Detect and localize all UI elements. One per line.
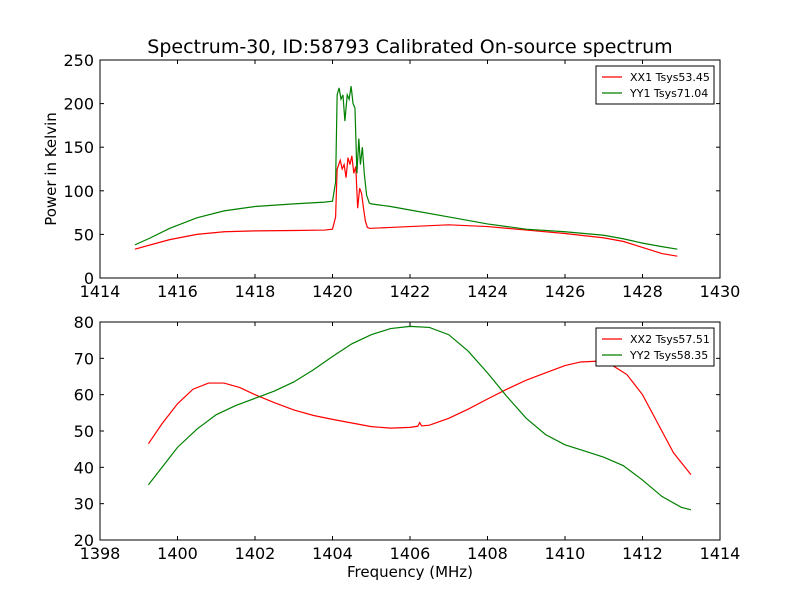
legend-box [595,327,715,367]
x-tick-label: 1398 [80,544,121,563]
plot-bottom: 1398 1400 1402 1404 1406 1408 1410 1412 1414 20 30… [74,313,741,563]
series-line-2-2 [147,325,692,511]
x-tick-label: 1418 [235,282,276,301]
y-axis-label-top: Power in Kelvin [42,112,60,226]
x-tick-label: 1412 [622,544,663,563]
x-tick-label: 1406 [390,544,431,563]
legend-label: XX1 Tsys53.45 [630,71,710,84]
x-tick-label: 1414 [80,282,121,301]
x-tick-label: 1430 [700,282,741,301]
x-tick-label: 1416 [157,282,198,301]
legend-box [595,65,715,105]
y-tick-label: 100 [63,182,94,201]
x-tick-label: 1410 [545,544,586,563]
x-axis-label-bottom: Frequency (MHz) [347,563,473,581]
x-tick-label: 1400 [157,544,198,563]
legend: XX2 Tsys57.51 YY2 Tsys58.35 [595,327,715,367]
legend-label: XX2 Tsys57.51 [630,333,710,346]
y-tick-label: 30 [74,495,94,514]
x-tick-label: 1402 [235,544,276,563]
y-tick-label: 50 [74,225,94,244]
y-tick-label: 60 [74,386,94,405]
y-tick-label: 80 [74,313,94,332]
y-tick-label: 250 [63,51,94,70]
y-tick-label: 40 [74,458,94,477]
x-tick-label: 1428 [622,282,663,301]
x-tick-label: 1422 [390,282,431,301]
y-tick-label: 150 [63,138,94,157]
series-line-1-2 [134,86,678,250]
x-tick-label: 1414 [700,544,741,563]
y-tick-label: 200 [63,95,94,114]
y-tick-label: 20 [74,531,94,550]
y-tick-label: 50 [74,422,94,441]
legend: XX1 Tsys53.45 YY1 Tsys71.04 [595,65,715,105]
series-line-1-1 [134,155,678,257]
x-tick-label: 1426 [545,282,586,301]
series-line-2-1 [147,360,692,475]
chart-title: Spectrum-30, ID:58793 Calibrated On-sour… [147,36,672,58]
legend-label: YY2 Tsys58.35 [629,349,708,362]
x-tick-label: 1404 [312,544,353,563]
x-tick-label: 1424 [467,282,508,301]
x-tick-label: 1408 [467,544,508,563]
y-tick-label: 70 [74,349,94,368]
x-tick-label: 1420 [312,282,353,301]
plot-top: 1414 1416 1418 1420 1422 1424 1426 1428 1430 0 50 1… [63,51,740,301]
y-tick-label: 0 [84,269,94,288]
legend-label: YY1 Tsys71.04 [629,87,708,100]
